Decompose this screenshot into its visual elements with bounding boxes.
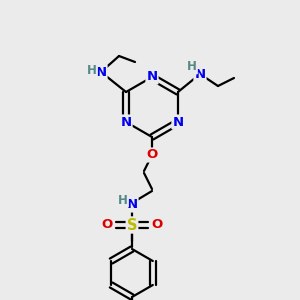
Text: N: N	[146, 70, 158, 83]
Text: N: N	[121, 116, 132, 128]
Text: O: O	[101, 218, 112, 232]
Text: N: N	[194, 68, 206, 80]
Text: N: N	[172, 116, 184, 128]
Text: H: H	[187, 61, 197, 74]
Text: S: S	[127, 218, 137, 232]
Text: N: N	[126, 199, 138, 212]
Text: H: H	[87, 64, 97, 77]
Text: O: O	[146, 148, 158, 161]
Text: H: H	[118, 194, 128, 206]
Text: O: O	[152, 218, 163, 232]
Text: N: N	[95, 65, 106, 79]
